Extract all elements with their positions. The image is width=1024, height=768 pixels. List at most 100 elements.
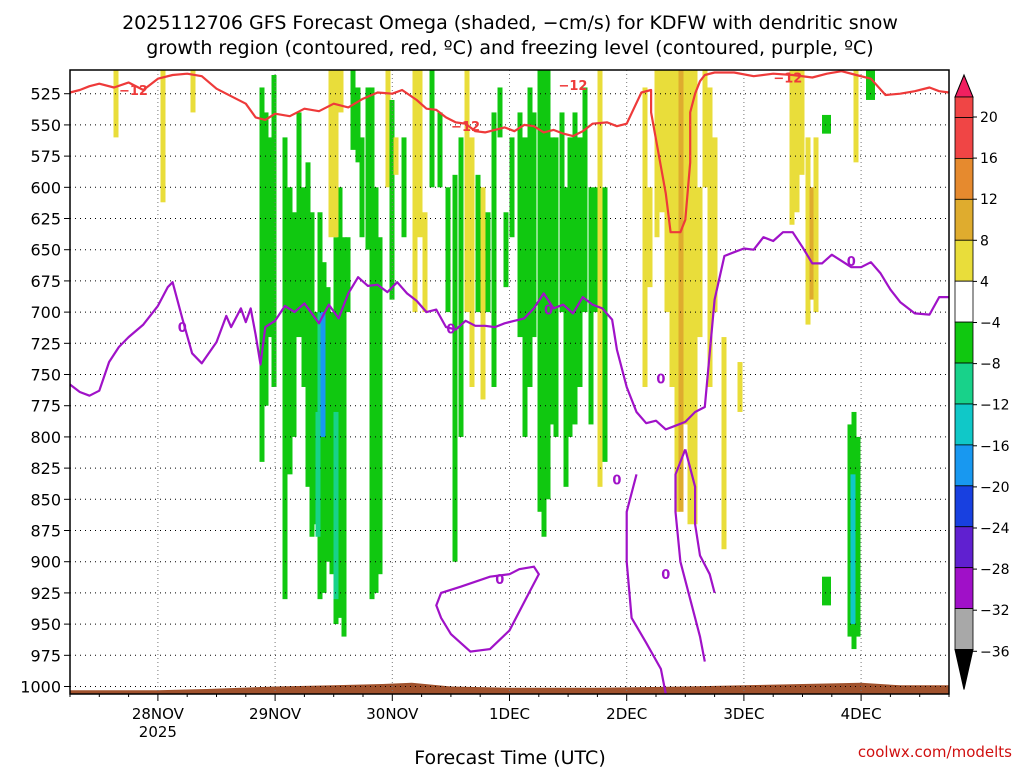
x-tick-label: 30NOV [366,705,419,723]
omega-shade-strip [794,70,800,213]
omega-shade-strip [577,137,583,387]
colorbar-label: −16 [980,439,1010,455]
omega-shade-strip [702,70,708,188]
omega-shade-strip [485,212,491,313]
omega-shade-strip [309,212,315,537]
contour-label: 0 [612,473,621,488]
omega-shade-strip [697,187,703,338]
y-tick-label: 750 [30,366,61,385]
contour-line [674,448,706,662]
omega-shade-strip [429,70,435,188]
omega-shade-strip [305,162,311,487]
colorbar-label: 8 [980,233,989,249]
colorbar-swatch [954,567,974,610]
y-tick-label: 900 [30,553,61,572]
colorbar-swatch [954,403,974,446]
omega-shade-strip [437,112,443,188]
omega-shade-strip [712,137,718,313]
title-line-1: 2025112706 GFS Forecast Omega (shaded, −… [122,12,898,34]
x-tick-label: 29NOV [249,705,302,723]
contour-label: −12 [773,71,802,86]
contour-line [684,449,716,594]
omega-shade-strip [669,70,675,387]
contour-line [69,231,949,431]
terrain-surface [70,682,949,694]
x-axis-title: Forecast Time (UTC) [414,747,605,768]
omega-shade-strip [549,137,555,425]
omega-shade-strip [464,70,470,313]
omega-shade-strip [531,112,537,338]
title-line-2: growth region (contoured, red, ºC) and f… [146,37,873,59]
omega-shade-strip [687,70,693,525]
omega-shade-strip [813,137,819,313]
omega-shade-strip [320,312,326,437]
colorbar-label: 12 [980,192,998,208]
y-tick-label: 625 [30,210,61,229]
colorbar-swatch [954,362,974,405]
omega-shade-strip [809,187,815,300]
omega-shade-strip [541,70,547,537]
chart-title: 2025112706 GFS Forecast Omega (shaded, −… [122,12,898,59]
colorbar-swatch [954,280,974,323]
omega-shade-strip [678,70,684,512]
colorbar-label: −32 [980,603,1010,619]
contour-label: −12 [558,79,587,94]
omega-shade-strip [469,137,475,387]
colorbar-swatch [954,608,974,650]
omega-shade-strip [259,87,265,462]
colorbar-label: −24 [980,521,1010,537]
omega-shade-strip [267,137,273,338]
y-tick-label: 800 [30,428,61,447]
omega-shade-strip [674,70,680,512]
contour-label: 0 [661,568,670,583]
omega-shade-strip [317,312,323,412]
omega-shade-strip [296,112,302,338]
contour-label: 0 [495,573,504,588]
omega-shade-strip [563,187,569,487]
omega-shade-strip [664,70,670,313]
omega-shade-strip [113,70,119,138]
omega-shade-strip [866,70,875,100]
colorbar-label: −12 [980,398,1010,414]
omega-shade-strip [160,70,166,203]
omega-shade-strip [369,87,375,600]
omega-shade-strip [799,70,805,175]
omega-shade-strip [282,137,288,600]
omega-shade-strip [338,70,344,113]
omega-shade-strip [537,70,543,512]
omega-shade-strip [337,187,343,618]
colorbar-swatch [954,157,974,200]
omega-shade-strip [822,114,831,134]
colorbar-label: 4 [980,274,989,290]
omega-shade-strip [597,70,603,487]
y-tick-label: 925 [30,584,61,603]
omega-shade-strip [659,70,665,213]
contour-label: 0 [544,304,553,319]
contour-label: −12 [119,84,148,99]
omega-shade-strip [503,212,509,288]
contour-line [435,565,541,653]
omega-shade-strip [737,362,743,412]
omega-shade-strip [509,137,515,238]
omega-shade-strip [572,112,578,425]
contour-lines: −12 −12 −12 −12 0 0 0 0 0 0 0 0 [69,70,950,695]
omega-shade-strip [692,70,698,525]
colorbar-swatch [954,485,974,528]
omega-shade-strip [458,137,464,437]
contour-line [625,474,667,695]
colorbar-label: −8 [980,357,1001,373]
y-tick-label: 650 [30,241,61,260]
omega-shade-strip [853,70,859,163]
omega-shade-strip [301,187,307,387]
omega-shade-strip [707,87,713,387]
x-tick-label: 28NOV [132,705,185,723]
omega-shade-strip [271,74,277,387]
credit-text: coolwx.com/modelts [858,743,1012,761]
omega-shade-strip [545,70,551,500]
omega-shade-strip [602,187,608,462]
y-tick-label: 550 [30,116,61,135]
contour-label: 0 [847,255,856,270]
y-tick-label: 675 [30,272,61,291]
omega-shade-strip [452,174,458,562]
omega-shade-strip [325,287,331,562]
